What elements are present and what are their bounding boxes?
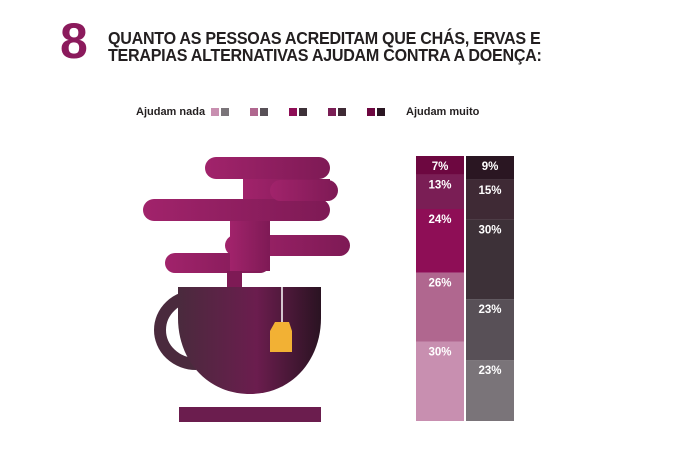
legend-swatch-2-a (250, 108, 258, 116)
bar-segment-1-5 (416, 156, 464, 175)
bar-segment-2-5 (466, 156, 514, 180)
bar-segment-1-3 (416, 209, 464, 273)
teacup-illustration (143, 157, 350, 422)
legend-swatch-5-a (367, 108, 375, 116)
bar-segment-2-1 (466, 360, 514, 421)
bar-segment-label-2-5: 9% (482, 161, 499, 173)
legend-swatch-1-a (211, 108, 219, 116)
bar-segment-label-2-4: 15% (478, 185, 501, 197)
bar-segment-label-1-3: 24% (428, 214, 451, 226)
bar-segment-1-2 (416, 272, 464, 342)
chart-title: QUANTO AS PESSOAS ACREDITAM QUE CHÁS, ER… (108, 28, 542, 65)
bar-segment-1-1 (416, 341, 464, 421)
teabag-icon (270, 287, 292, 352)
legend-label-low: Ajudam nada (136, 106, 206, 118)
steam-icon (143, 157, 350, 287)
legend-swatch-4-b (338, 108, 346, 116)
chart-title-line-2: TERAPIAS ALTERNATIVAS AJUDAM CONTRA A DO… (108, 45, 542, 65)
bar-segment-2-2 (466, 299, 514, 361)
bar-segment-label-2-2: 23% (478, 304, 501, 316)
bar-segment-label-1-1: 30% (428, 347, 451, 359)
bar-segment-label-2-1: 23% (478, 365, 501, 377)
bar-segment-2-3 (466, 219, 514, 300)
chart-number: 8 (60, 13, 88, 69)
legend-label-high: Ajudam muito (406, 106, 480, 118)
legend-swatch-5-b (377, 108, 385, 116)
legend-swatch-1-b (221, 108, 229, 116)
bar-segment-label-2-3: 30% (478, 225, 501, 237)
legend-swatch-3-a (289, 108, 297, 116)
legend: Ajudam nada Ajudam muito (0, 104, 680, 120)
bar-segment-label-1-5: 7% (432, 161, 449, 173)
bar-segment-label-1-2: 26% (428, 278, 451, 290)
legend-swatch-4-a (328, 108, 336, 116)
bar-segment-2-4 (466, 179, 514, 220)
legend-swatch-2-b (260, 108, 268, 116)
chart-title-line-1: QUANTO AS PESSOAS ACREDITAM QUE CHÁS, ER… (108, 28, 541, 48)
stacked-bars: 30% 26% 24% 13% 7% 23% 23% 30% 15% 9% (416, 156, 516, 421)
legend-swatch-3-b (299, 108, 307, 116)
cup-icon (154, 287, 321, 422)
bar-segment-label-1-4: 13% (428, 180, 451, 192)
bar-segment-1-4 (416, 174, 464, 209)
